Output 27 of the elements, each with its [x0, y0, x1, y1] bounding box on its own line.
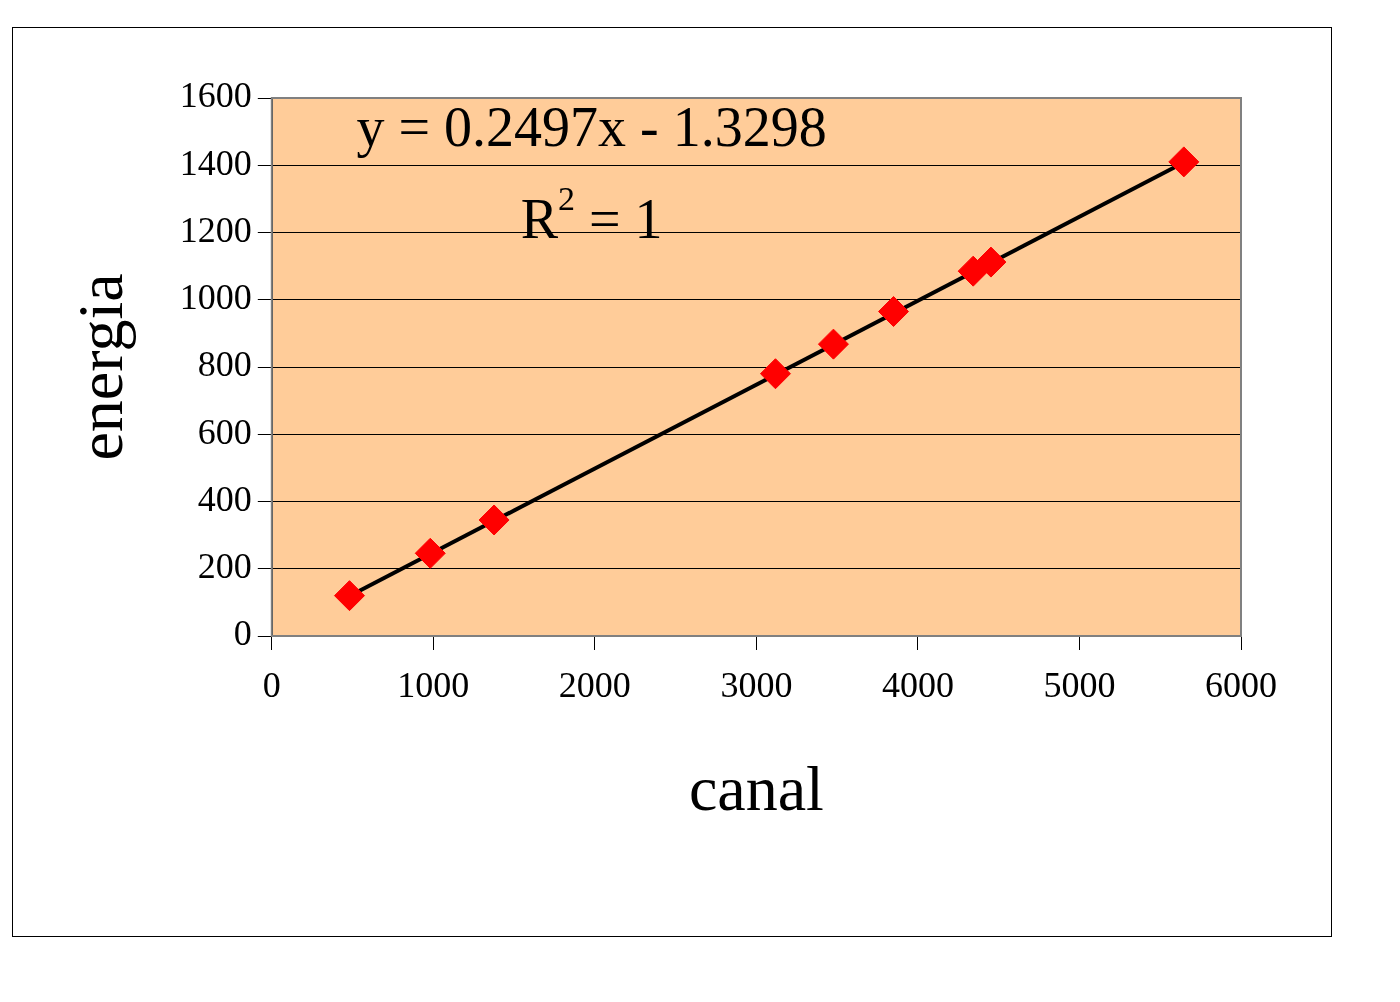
y-tick-label: 1400 — [179, 142, 252, 183]
point — [878, 296, 910, 328]
point — [817, 328, 849, 360]
y-axis-title: energia — [65, 273, 137, 461]
annotation: y = 0.2497x - 1.3298 — [356, 95, 827, 158]
x-tick-label: 1000 — [397, 665, 470, 706]
point — [478, 504, 510, 536]
y-tick-label: 200 — [197, 546, 252, 587]
point — [334, 580, 365, 612]
x-tick-label: 2000 — [558, 665, 631, 706]
x-tick-label: 0 — [262, 665, 281, 706]
y-tick-label: 1200 — [179, 209, 252, 250]
y-tick-label: 1600 — [179, 75, 252, 116]
x-tick-label: 5000 — [1043, 665, 1116, 706]
y-tick-label: 800 — [197, 344, 252, 385]
x-tick-label: 4000 — [881, 665, 954, 706]
x-tick-label: 3000 — [720, 665, 793, 706]
point — [414, 537, 446, 569]
point — [1168, 146, 1200, 178]
y-tick-label: 1000 — [179, 277, 252, 318]
point — [759, 358, 791, 390]
y-tick-label: 0 — [233, 613, 252, 654]
point — [975, 246, 1007, 278]
x-tick-label: 6000 — [1205, 665, 1277, 706]
x-axis-title: canal — [688, 753, 824, 825]
y-tick-label: 600 — [197, 411, 252, 452]
y-tick-label: 400 — [197, 478, 252, 519]
